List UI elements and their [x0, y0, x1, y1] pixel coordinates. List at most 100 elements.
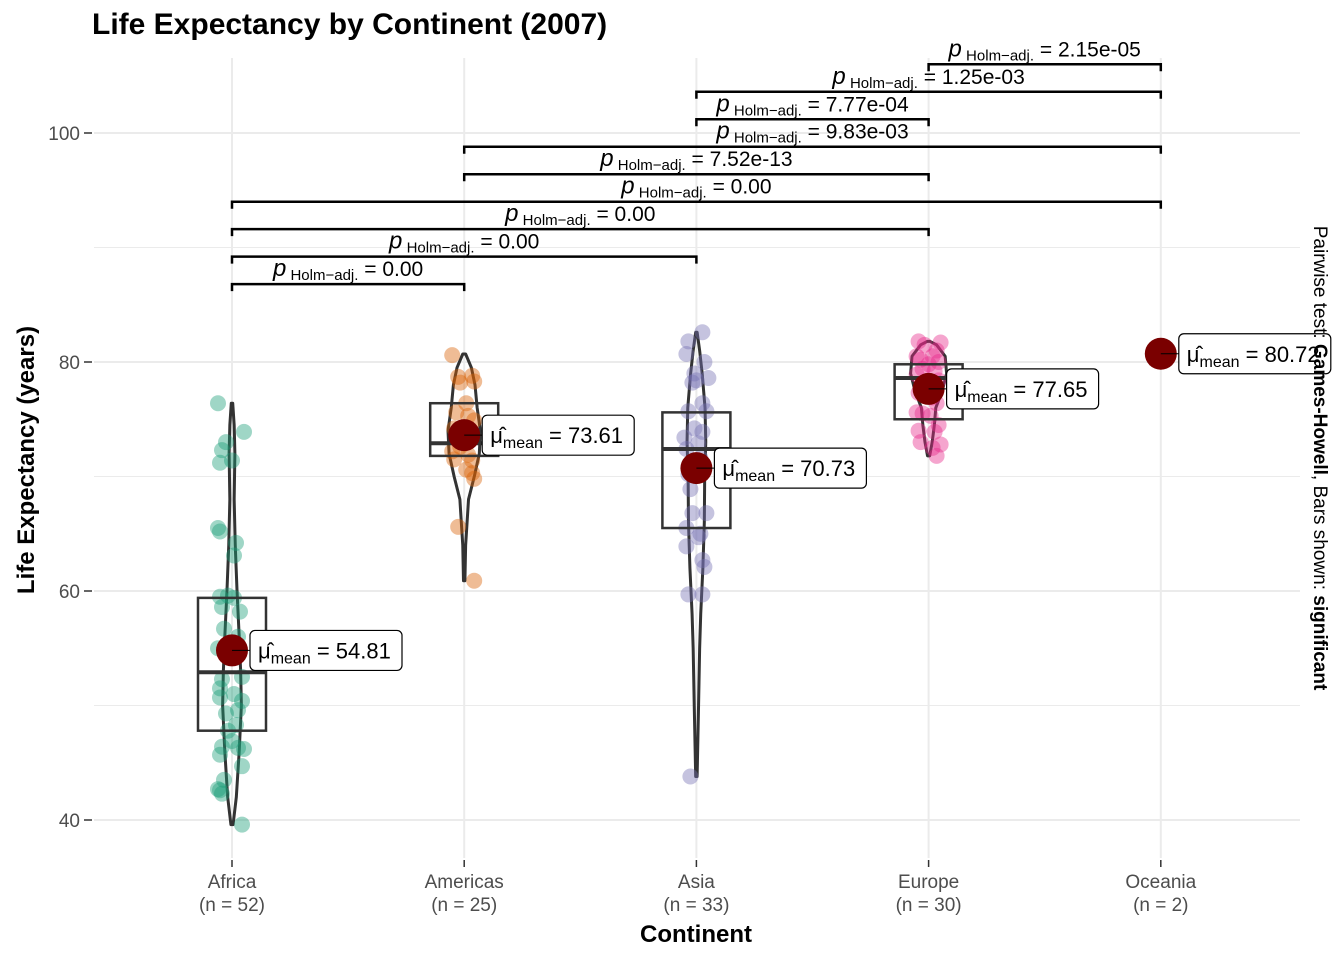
data-point — [694, 552, 711, 569]
pairwise-label: p Holm−adj. = 7.77e-04 — [715, 90, 909, 119]
data-point — [464, 367, 481, 384]
mean-value: = 77.65 — [1007, 377, 1087, 402]
data-point — [928, 447, 945, 464]
data-point — [686, 420, 703, 437]
data-point — [694, 423, 711, 440]
data-point — [700, 370, 717, 387]
pairwise-label: p Holm−adj. = 9.83e-03 — [715, 118, 908, 147]
data-point — [226, 547, 242, 564]
p-subscript: Holm−adj. — [519, 212, 591, 229]
data-point — [224, 452, 240, 469]
mean-label: μ̂mean = 70.73 — [722, 456, 855, 485]
p-subscript: Holm−adj. — [402, 240, 474, 257]
data-point — [682, 481, 699, 498]
mean-label-box — [481, 414, 635, 456]
pairwise-label: p Holm−adj. = 0.00 — [388, 228, 539, 257]
p-subscript: Holm−adj. — [286, 267, 358, 284]
data-point — [466, 373, 483, 390]
p-value: = 0.00 — [707, 176, 772, 199]
data-point — [908, 404, 925, 421]
violin-europe — [909, 339, 949, 458]
x-axis-label: Continent — [640, 921, 752, 948]
data-point — [214, 738, 230, 755]
p-symbol: p — [715, 118, 729, 145]
data-point — [910, 333, 927, 350]
data-point — [696, 354, 713, 370]
data-point — [688, 372, 705, 389]
pairwise-label: p Holm−adj. = 0.00 — [620, 173, 771, 202]
mean-subscript: mean — [967, 389, 1007, 406]
data-point — [220, 587, 236, 604]
data-point — [228, 534, 244, 551]
data-point — [690, 529, 707, 546]
pairwise-bracket — [230, 282, 466, 292]
data-point — [450, 368, 467, 385]
data-point — [210, 781, 226, 798]
mean-symbol: μ̂ — [1187, 342, 1204, 367]
right-caption-test: Games-Howell — [1309, 344, 1330, 475]
data-point — [680, 333, 697, 350]
data-point — [698, 505, 715, 522]
data-point — [214, 671, 230, 688]
mean-label-box — [249, 629, 403, 672]
x-tick-n-label: (n = 2) — [1133, 895, 1188, 916]
pairwise-bracket — [230, 200, 1163, 209]
mean-symbol: μ̂ — [955, 377, 972, 402]
data-point — [212, 680, 228, 697]
data-point — [212, 782, 228, 799]
data-point — [926, 423, 943, 440]
pairwise-bracket — [695, 118, 930, 127]
data-point — [230, 739, 246, 756]
x-tick-n-label: (n = 25) — [431, 895, 497, 916]
data-point — [464, 465, 481, 482]
data-point — [680, 586, 697, 603]
data-point — [924, 348, 941, 365]
data-point — [212, 689, 228, 706]
data-point — [696, 558, 713, 575]
data-point — [216, 620, 232, 637]
mean-label-box — [1178, 333, 1332, 375]
p-subscript: Holm−adj. — [730, 102, 802, 119]
p-symbol: p — [831, 63, 845, 90]
p-subscript: Holm−adj. — [962, 47, 1034, 64]
p-value: = 7.77e-04 — [802, 93, 909, 116]
pairwise-label: p Holm−adj. = 1.25e-03 — [831, 63, 1024, 92]
pairwise-label: p Holm−adj. = 2.15e-05 — [948, 35, 1141, 64]
data-point — [210, 520, 226, 537]
data-point — [214, 442, 230, 459]
data-point — [218, 434, 234, 451]
p-value: = 1.25e-03 — [918, 66, 1025, 89]
x-tick-n-label: (n = 33) — [663, 895, 729, 916]
data-point — [908, 348, 925, 365]
pairwise-bracket — [927, 63, 1163, 72]
data-point — [230, 702, 246, 719]
right-caption-middle: , Bars shown: — [1309, 475, 1330, 595]
p-value: = 9.83e-03 — [802, 121, 909, 144]
violin-asia — [685, 330, 708, 778]
pairwise-bracket — [230, 227, 930, 237]
p-value: = 0.00 — [475, 231, 540, 254]
p-subscript: Holm−adj. — [614, 157, 686, 174]
data-point — [678, 538, 695, 555]
mean-symbol: μ̂ — [490, 423, 507, 448]
data-point — [684, 505, 701, 522]
p-subscript: Holm−adj. — [846, 75, 918, 92]
data-point — [214, 599, 230, 616]
mean-label: μ̂mean = 77.65 — [955, 377, 1088, 406]
data-point — [218, 705, 234, 722]
y-axis-label: Life Expectancy (years) — [13, 326, 40, 594]
data-point — [686, 365, 703, 382]
data-point — [932, 436, 949, 453]
y-tick-label: 60 — [59, 582, 80, 603]
p-symbol: p — [715, 90, 729, 117]
p-symbol: p — [948, 35, 962, 62]
mean-symbol: μ̂ — [258, 638, 275, 663]
right-caption: Pairwise test: Games-Howell, Bars shown:… — [1309, 226, 1330, 691]
right-caption-shown: significant — [1309, 595, 1330, 691]
mean-label-box — [713, 447, 868, 489]
mean-subscript: mean — [503, 435, 543, 452]
data-point — [912, 434, 929, 451]
p-symbol: p — [504, 200, 518, 227]
data-point — [212, 454, 228, 471]
